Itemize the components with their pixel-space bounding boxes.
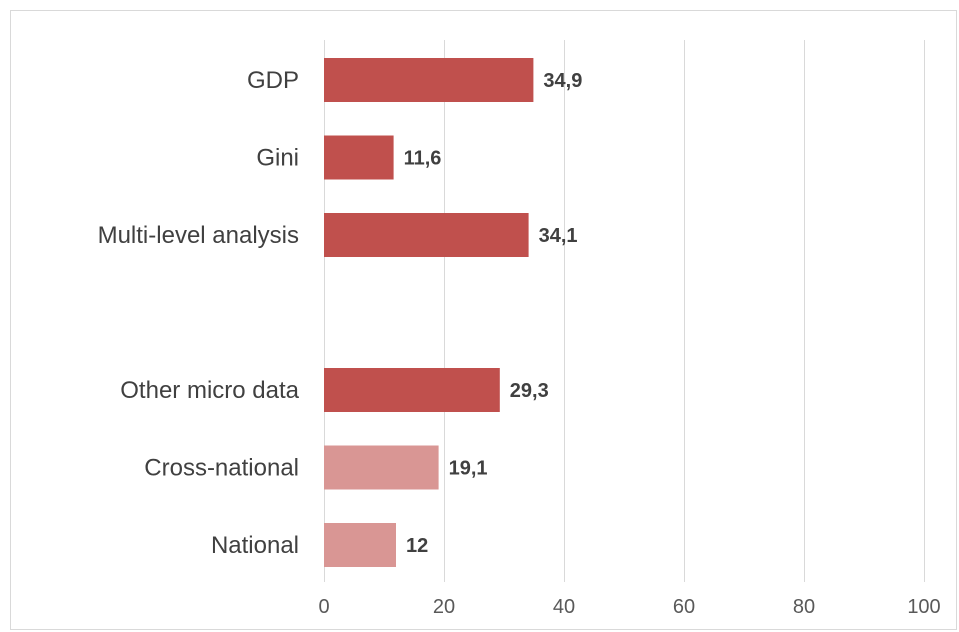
x-tick-label-20: 20 [433,596,455,618]
x-tick-label-40: 40 [553,596,575,618]
x-axis-ticks: 0 20 40 60 80 100 [318,596,940,618]
value-label-gdp: 34,9 [543,70,582,92]
x-tick-label-60: 60 [673,596,695,618]
bar-national [324,523,396,567]
category-label-national: National [211,532,299,559]
bar-cross-national [324,445,439,490]
category-label-multi-level-analysis: Multi-level analysis [98,222,299,249]
x-tick-label-80: 80 [793,596,815,618]
bar-gdp [324,58,534,102]
category-labels: GDP Gini Multi-level analysis Other micro d… [98,67,300,559]
bars [324,58,534,567]
value-label-multi-level-analysis: 34,1 [539,225,578,247]
value-label-national: 12 [406,535,428,557]
chart-frame [10,10,957,630]
bar-gini [324,135,394,180]
bar-other-micro-data [324,368,500,412]
value-labels: 34,9 11,6 34,1 29,3 19,1 12 [404,70,583,557]
category-label-other-micro-data: Other micro data [120,377,299,404]
value-label-cross-national: 19,1 [449,458,488,480]
category-label-cross-national: Cross-national [144,455,299,482]
category-label-gdp: GDP [247,67,299,94]
bar-multi-level-analysis [324,213,529,257]
x-tick-label-0: 0 [318,596,329,618]
x-tick-label-100: 100 [907,596,940,618]
value-label-gini: 11,6 [404,148,442,170]
value-label-other-micro-data: 29,3 [510,380,549,402]
category-label-gini: Gini [256,145,299,172]
gridlines [324,40,925,582]
